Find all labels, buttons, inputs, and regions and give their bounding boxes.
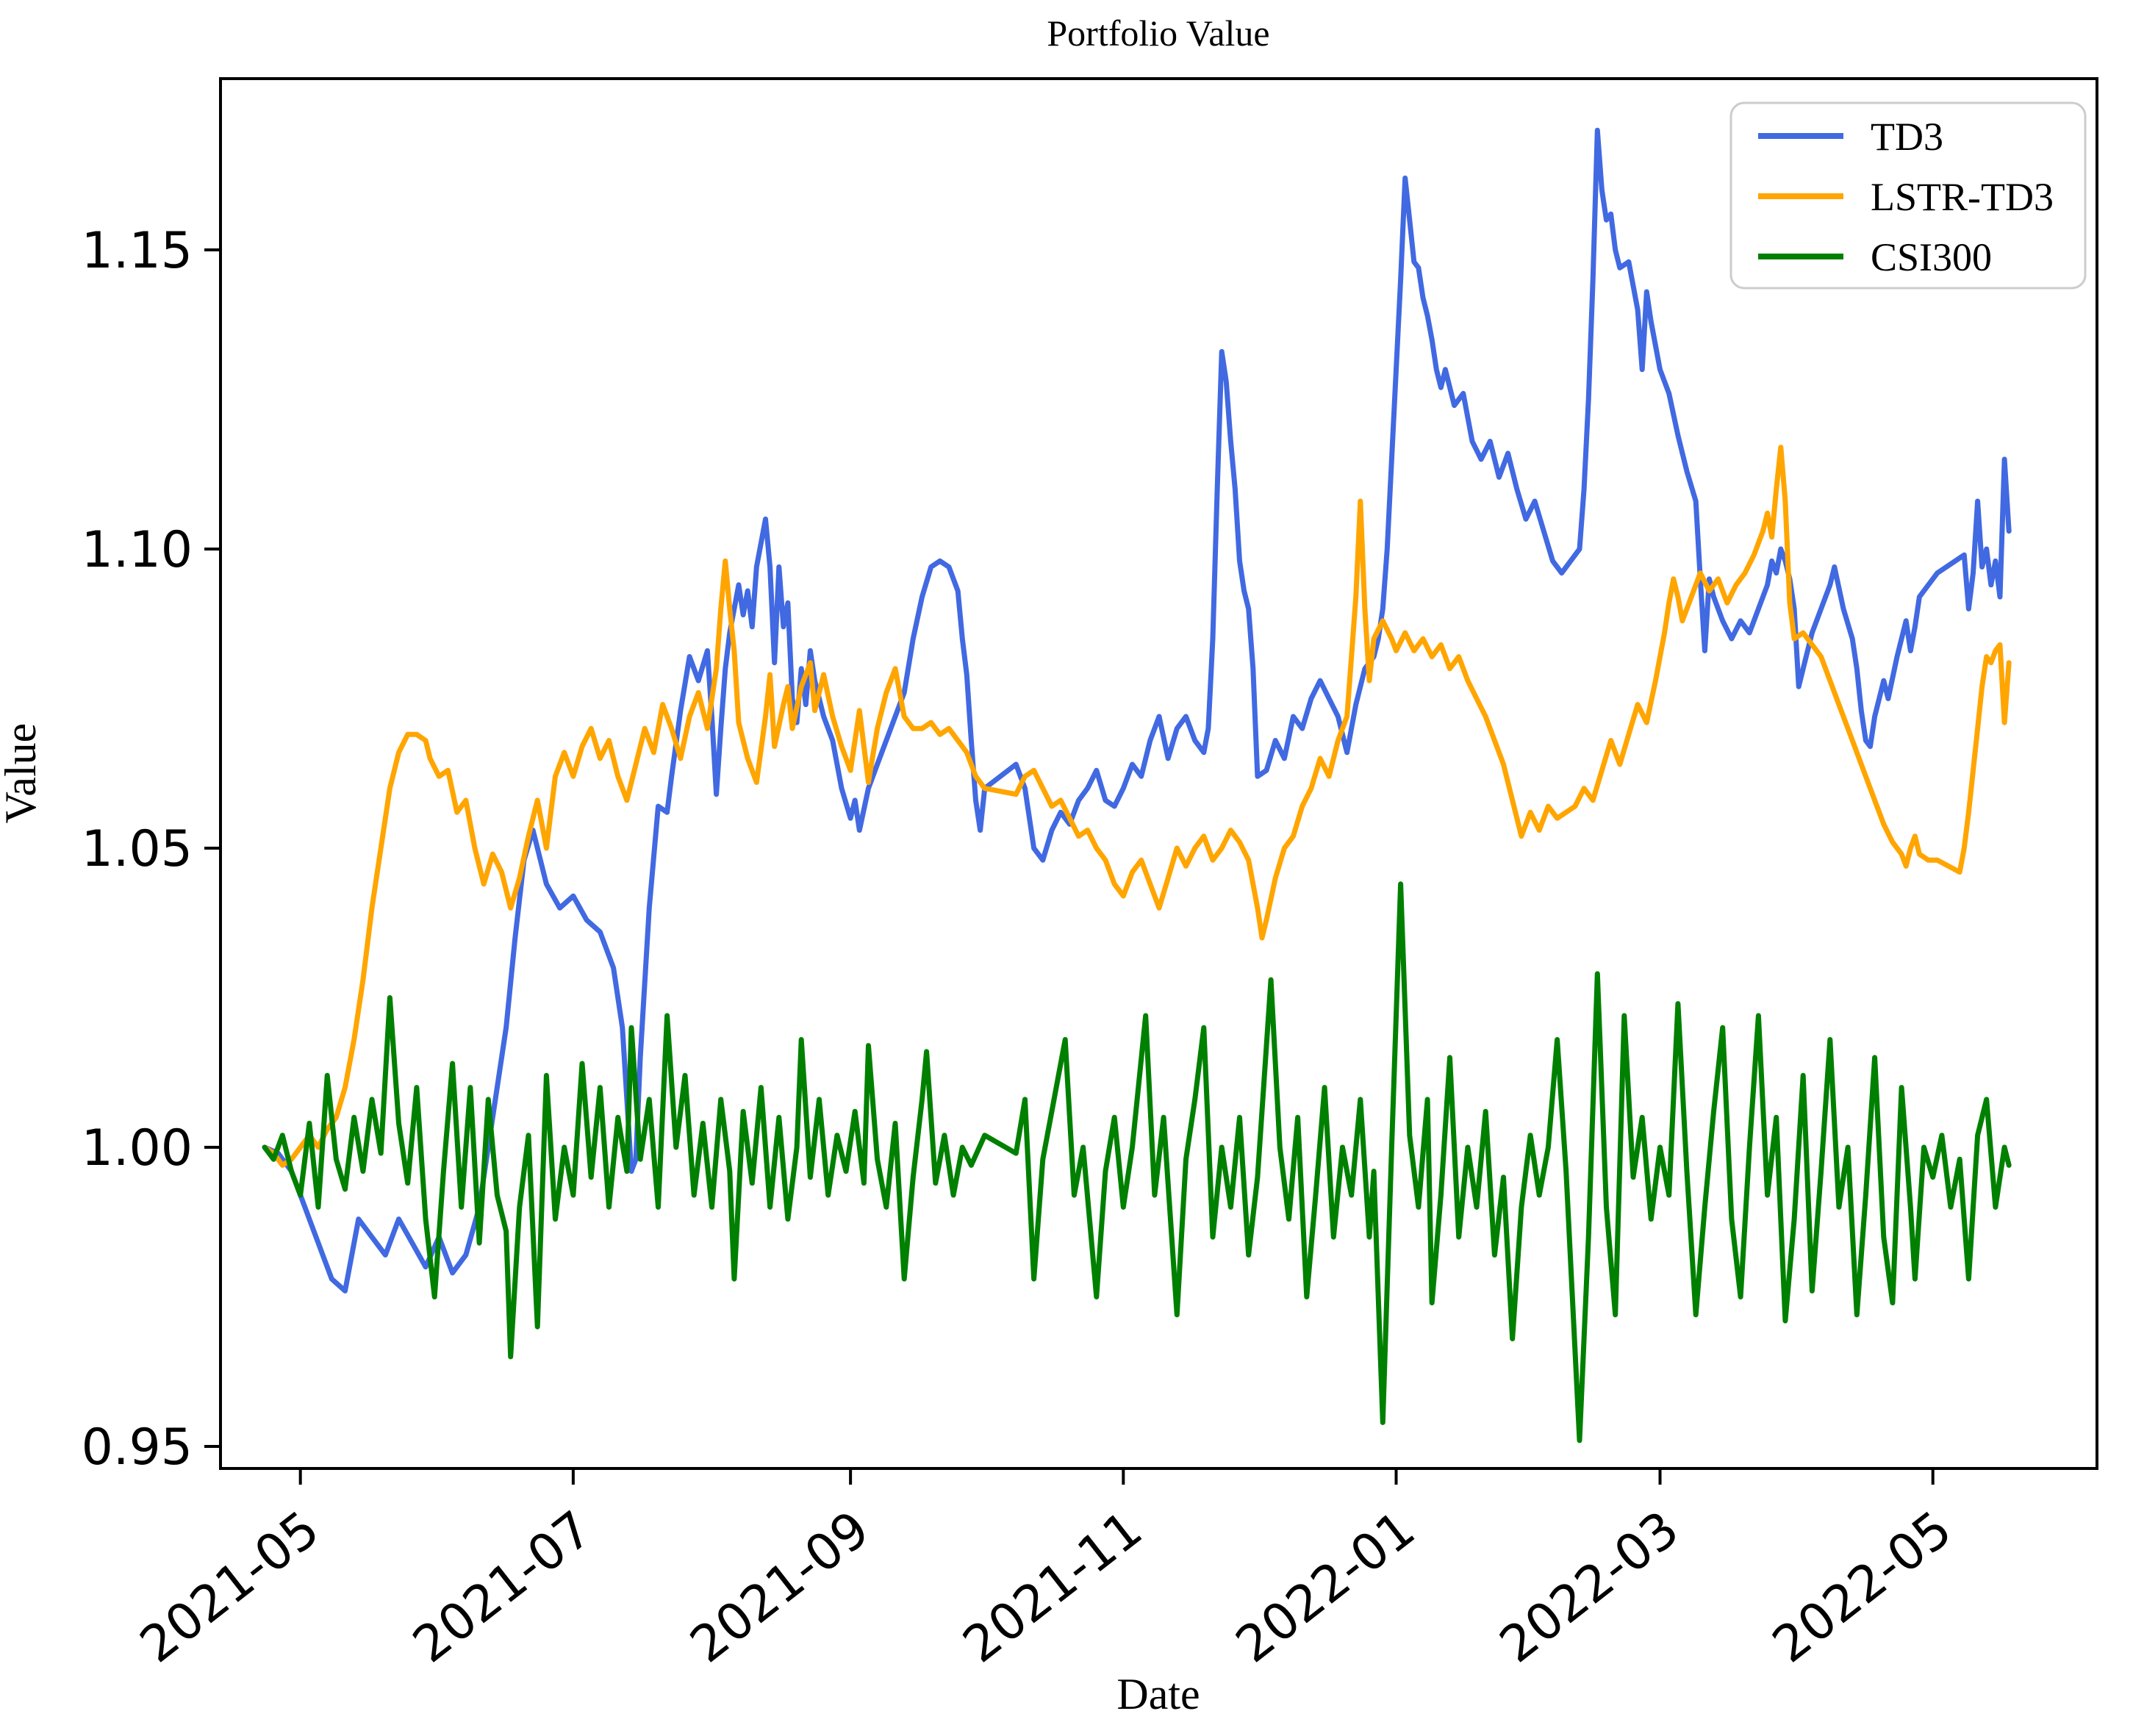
x-tick-label: 2022-03 [1489,1500,1690,1674]
series-line-csi300 [262,881,2012,1443]
x-tick-label: 2021-05 [130,1500,331,1674]
y-tick-label: 1.10 [82,521,193,579]
series-line-lstr-td3 [262,445,2012,1168]
legend-box [1729,101,2087,290]
x-tick-label: 2021-07 [403,1500,603,1674]
legend-label-lstr-td3: LSTR-TD3 [1871,175,2054,219]
x-axis-label: Date [1116,1670,1200,1718]
x-tick-label: 2021-09 [680,1500,881,1674]
y-tick-label: 1.15 [82,222,193,280]
y-tick-label: 1.00 [82,1119,193,1177]
chart-title: Portfolio Value [1047,12,1269,54]
y-tick-label: 1.05 [82,820,193,878]
y-axis-label: Value [0,723,45,824]
series-line-td3 [262,127,2012,1294]
y-tick-label: 0.95 [82,1418,193,1477]
x-tick-label: 2022-01 [1225,1500,1426,1674]
plot-frame [219,77,2098,1470]
x-tick-label: 2022-05 [1763,1500,1963,1674]
legend-label-csi300: CSI300 [1871,235,1992,279]
legend-label-td3: TD3 [1871,115,1943,159]
x-tick-label: 2021-11 [953,1500,1153,1674]
